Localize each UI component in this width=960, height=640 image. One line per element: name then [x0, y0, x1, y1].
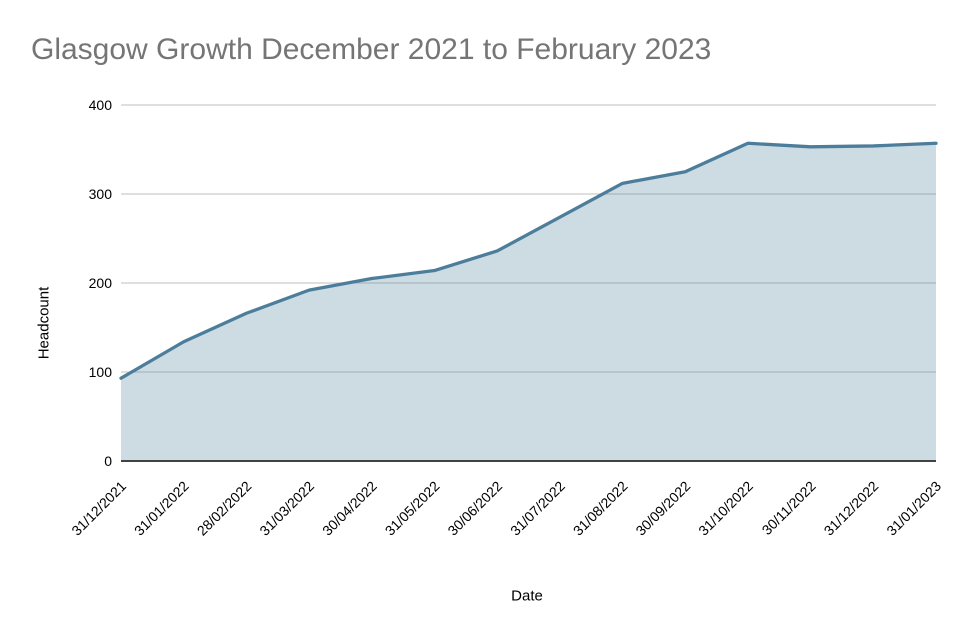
- x-tick-label: 30/11/2022: [759, 478, 819, 538]
- x-tick-label: 31/01/2023: [883, 478, 944, 539]
- x-tick-label: 31/07/2022: [507, 478, 568, 539]
- x-tick-label: 30/06/2022: [444, 478, 505, 539]
- y-tick-label: 300: [89, 186, 113, 202]
- y-axis-title: Headcount: [35, 286, 53, 360]
- x-tick-label: 31/01/2022: [131, 478, 192, 539]
- x-tick-label: 31/05/2022: [382, 478, 443, 539]
- y-tick-label: 100: [89, 364, 113, 380]
- y-tick-label: 0: [104, 453, 112, 469]
- x-tick-label: 31/03/2022: [256, 478, 317, 539]
- x-tick-label: 31/10/2022: [695, 478, 756, 539]
- x-tick-label: 30/09/2022: [632, 478, 693, 539]
- series-line: [119, 141, 938, 380]
- y-tick-label: 200: [89, 275, 113, 291]
- chart-title: Glasgow Growth December 2021 to February…: [31, 33, 712, 66]
- x-tick-label: 31/08/2022: [570, 478, 631, 539]
- x-tick-label: 31/12/2021: [68, 478, 129, 539]
- y-tick-label: 400: [89, 97, 113, 113]
- area-fill: [121, 143, 936, 461]
- x-tick-label: 30/04/2022: [319, 478, 380, 539]
- x-tick-label: 31/12/2022: [821, 478, 882, 539]
- x-axis-title: Date: [511, 587, 543, 605]
- x-tick-label: 28/02/2022: [194, 478, 255, 539]
